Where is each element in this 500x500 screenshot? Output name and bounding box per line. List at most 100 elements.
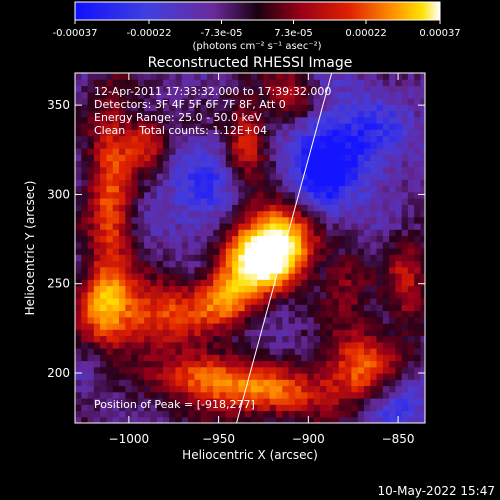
heatmap-cell [250, 385, 258, 393]
heatmap-cell [81, 91, 89, 99]
heatmap-cell [414, 248, 422, 255]
heatmap-cell [232, 110, 239, 118]
heatmap-cell [282, 298, 290, 305]
heatmap-cell [313, 73, 321, 80]
heatmap-cell [206, 141, 214, 149]
heatmap-cell [345, 404, 352, 412]
heatmap-cell [75, 291, 82, 299]
heatmap-cell [100, 323, 107, 330]
heatmap-cell [119, 310, 126, 318]
colorbar-tick-label: 7.3e-05 [274, 28, 312, 39]
heatmap-cell [376, 73, 384, 80]
heatmap-cell [106, 210, 114, 218]
heatmap-cell [382, 241, 390, 249]
heatmap-cell [87, 110, 95, 118]
heatmap-cell [225, 98, 233, 105]
heatmap-cell [156, 110, 164, 118]
heatmap-cell [200, 360, 208, 368]
heatmap-cell [81, 329, 89, 337]
heatmap-cell [213, 266, 221, 274]
heatmap-cell [414, 216, 422, 224]
heatmap-cell [407, 348, 415, 355]
heatmap-cell [257, 273, 265, 280]
heatmap-cell [219, 304, 227, 312]
heatmap-cell [288, 135, 296, 143]
heatmap-cell [112, 323, 120, 330]
heatmap-cell [320, 241, 327, 249]
chart-title: Reconstructed RHESSI Image [148, 55, 353, 71]
heatmap-cell [150, 304, 158, 312]
heatmap-cell [351, 79, 359, 87]
heatmap-cell [313, 141, 321, 149]
heatmap-cell [137, 273, 145, 280]
heatmap-cell [75, 391, 82, 399]
heatmap-cell [313, 185, 321, 193]
heatmap-cell [357, 185, 365, 193]
heatmap-cell [219, 379, 227, 387]
heatmap-cell [345, 116, 352, 124]
heatmap-cell [206, 335, 214, 343]
heatmap-cell [194, 348, 202, 355]
heatmap-cell [250, 148, 258, 155]
heatmap-cell [225, 179, 233, 187]
heatmap-cell [332, 141, 340, 149]
heatmap-cell [313, 348, 321, 355]
heatmap-cell [238, 229, 246, 237]
heatmap-cell [395, 129, 403, 137]
heatmap-cell [351, 73, 359, 80]
heatmap-cell [301, 104, 309, 112]
heatmap-cell [137, 129, 145, 137]
heatmap-cell [181, 104, 189, 112]
heatmap-cell [338, 191, 346, 199]
heatmap-cell [93, 248, 101, 255]
heatmap-cell [307, 335, 315, 343]
heatmap-cell [200, 279, 208, 287]
heatmap-cell [326, 291, 334, 299]
heatmap-cell [263, 241, 271, 249]
heatmap-cell [87, 279, 95, 287]
heatmap-cell [162, 404, 170, 412]
heatmap-cell [345, 91, 352, 99]
heatmap-cell [288, 335, 296, 343]
heatmap-cell [219, 129, 227, 137]
heatmap-cell [376, 241, 384, 249]
heatmap-cell [93, 385, 101, 393]
heatmap-cell [294, 241, 302, 249]
heatmap-cell [225, 91, 233, 99]
heatmap-cell [125, 116, 133, 124]
heatmap-cell [175, 223, 183, 230]
heatmap-cell [351, 360, 359, 368]
heatmap-cell [282, 104, 290, 112]
heatmap-cell [213, 216, 221, 224]
heatmap-cell [93, 198, 101, 205]
heatmap-cell [382, 129, 390, 137]
heatmap-cell [238, 135, 246, 143]
heatmap-cell [106, 373, 114, 380]
heatmap-cell [119, 229, 126, 237]
heatmap-cell [238, 223, 246, 230]
heatmap-cell [414, 104, 422, 112]
heatmap-cell [162, 148, 170, 155]
colorbar: -0.00037 -0.00022 -7.3e-05 7.3e-05 0.00022 0.… [53, 1, 461, 52]
heatmap-cell [301, 329, 309, 337]
heatmap-cell [200, 204, 208, 212]
heatmap-cell [238, 123, 246, 130]
annotations: 12-Apr-2011 17:33:32.000 to 17:39:32.000… [94, 85, 331, 411]
heatmap-cell [213, 104, 221, 112]
heatmap-cell [338, 204, 346, 212]
heatmap-cell [194, 273, 202, 280]
heatmap-cell [93, 416, 101, 423]
heatmap-cell [414, 291, 422, 299]
heatmap-cell [112, 341, 120, 349]
heatmap-cell [414, 360, 422, 368]
heatmap-cell [156, 241, 164, 249]
heatmap-cell [364, 298, 371, 305]
heatmap-cell [169, 279, 177, 287]
heatmap-cell [194, 123, 202, 130]
heatmap-cell [288, 310, 296, 318]
heatmap-cell [131, 385, 139, 393]
heatmap-cell [156, 204, 164, 212]
heatmap-cell [382, 385, 390, 393]
heatmap-cell [389, 329, 396, 337]
heatmap-cell [244, 379, 252, 387]
